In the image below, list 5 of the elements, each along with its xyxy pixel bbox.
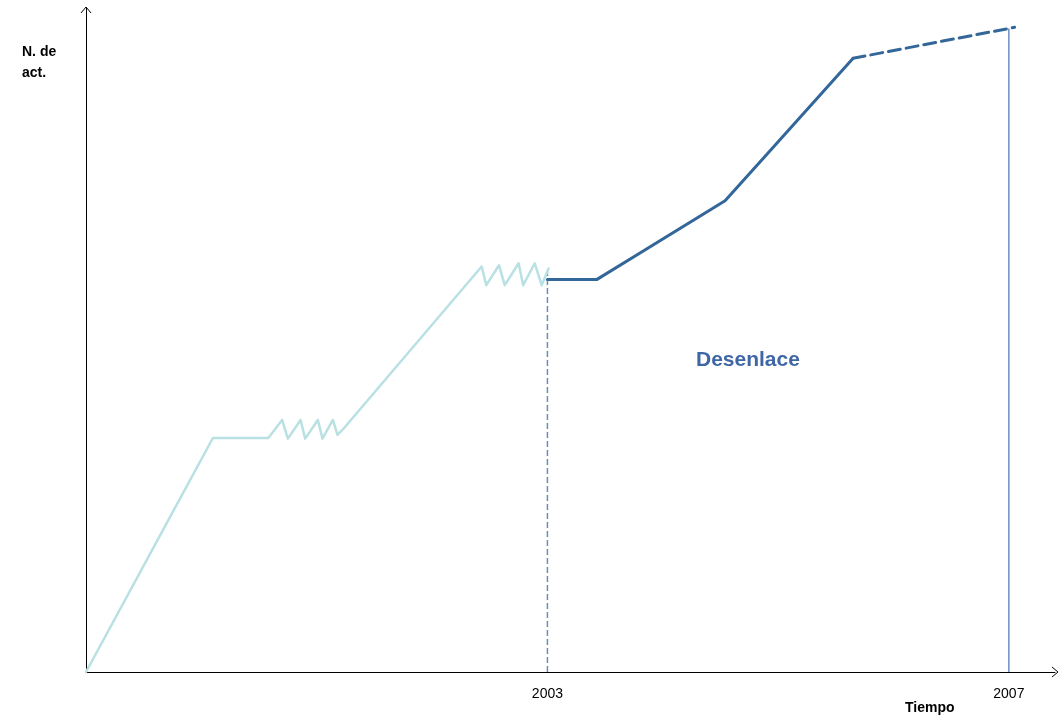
x-axis-title: Tiempo xyxy=(905,699,955,715)
x-tick-label: 2003 xyxy=(531,685,564,701)
x-tick-label: 2007 xyxy=(993,685,1025,701)
y-axis-title: N. de act. xyxy=(22,42,61,80)
annotation: Desenlace xyxy=(696,347,800,370)
